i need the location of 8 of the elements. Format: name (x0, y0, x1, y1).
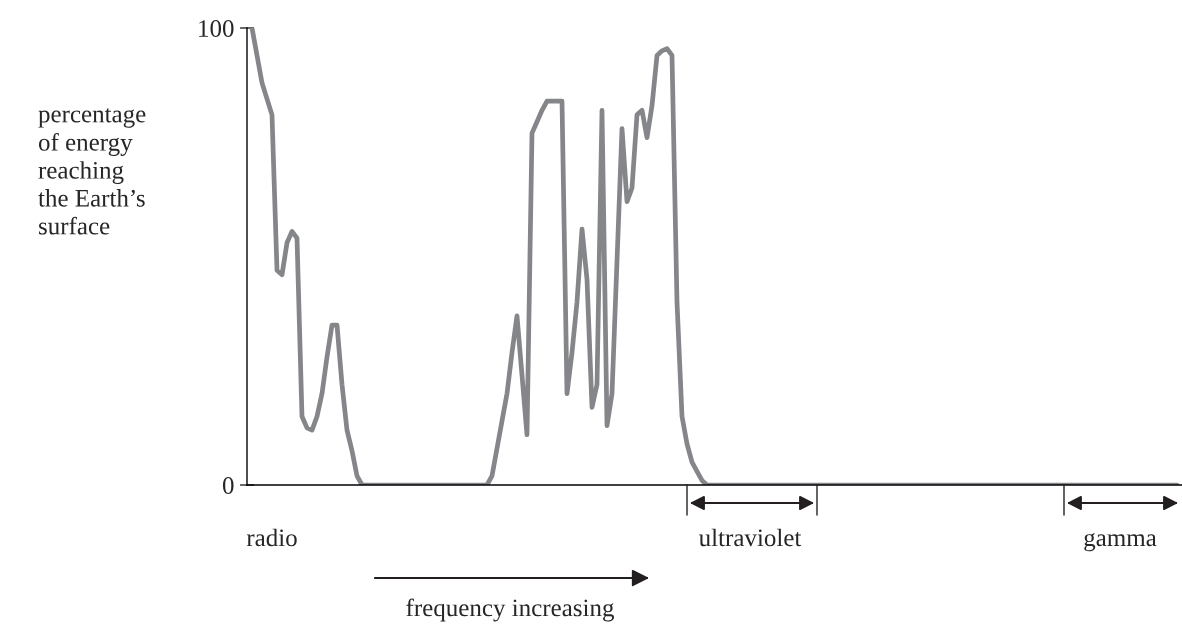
y-tick-label: 0 (222, 477, 234, 494)
text: ultraviolet (698, 528, 802, 547)
text: frequency increasing (406, 598, 614, 622)
line-series (249, 28, 1180, 485)
y-tick-label: 100 (199, 20, 234, 37)
text: radio (246, 528, 297, 547)
y-axis-title: percentage of energy reaching the Earth’s surface (38, 108, 146, 235)
text: gamma (1084, 533, 1157, 552)
